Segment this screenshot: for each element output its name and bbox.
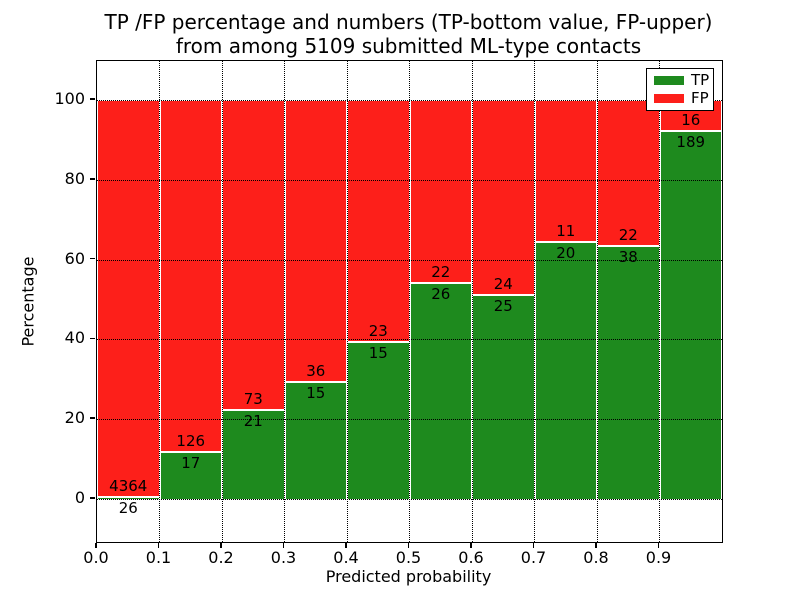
legend: TP FP <box>646 68 714 111</box>
bars-layer <box>97 61 722 542</box>
x-tick-label-0.2: 0.2 <box>208 548 234 567</box>
x-tick-label-0.1: 0.1 <box>145 548 172 567</box>
y-tick-label-100: 100 <box>54 89 85 108</box>
x-tick-mark-0.7 <box>532 542 535 548</box>
x-tick-mark-0.0 <box>95 542 97 548</box>
x-tick-mark-0.1 <box>157 542 160 548</box>
gridline-x-0.2 <box>221 61 223 542</box>
gridline-x-0.1 <box>159 61 160 542</box>
legend-label-tp: TP <box>691 71 710 89</box>
gridline-x-0.8 <box>596 61 598 542</box>
y-tick-label-40: 40 <box>64 328 85 348</box>
x-tick-label-0.3: 0.3 <box>270 548 297 567</box>
tp-count-label-bin5: 26 <box>431 284 451 303</box>
x-tick-label-0.0: 0.0 <box>83 548 109 567</box>
bar-segment-fp-bin0 <box>97 100 160 497</box>
y-tick-label-80: 80 <box>64 168 85 188</box>
fp-count-label-bin8: 22 <box>618 226 638 245</box>
chart-title-line2: from among 5109 submitted ML-type contac… <box>175 34 642 58</box>
fp-count-label-bin5: 22 <box>431 262 451 281</box>
y-tick-mark-100 <box>89 98 95 100</box>
y-tick-label-0: 0 <box>74 488 85 507</box>
fp-count-label-bin7: 11 <box>556 221 576 240</box>
x-axis-label: Predicted probability <box>325 567 492 586</box>
x-tick-mark-0.9 <box>657 542 660 548</box>
legend-swatch-tp <box>654 76 684 85</box>
bar-segment-tp-bin9 <box>659 131 722 499</box>
tp-count-label-bin4: 15 <box>368 343 388 362</box>
x-tick-mark-0.3 <box>282 542 285 548</box>
x-tick-mark-0.8 <box>595 542 597 548</box>
chart-title-line1: TP /FP percentage and numbers (TP-bottom… <box>104 10 713 34</box>
x-tick-label-0.9: 0.9 <box>645 548 672 567</box>
y-tick-label-60: 60 <box>64 248 85 268</box>
y-tick-mark-60 <box>89 257 95 260</box>
legend-item-fp: FP <box>647 91 713 106</box>
tp-count-label-bin7: 20 <box>556 243 576 262</box>
bar-segment-tp-bin6 <box>472 295 535 499</box>
x-tick-mark-0.2 <box>220 542 222 548</box>
gridline-x-0.4 <box>346 61 348 542</box>
bar-segment-tp-bin4 <box>347 341 410 499</box>
tp-count-label-bin2: 21 <box>243 411 263 430</box>
bar-segment-tp-bin1 <box>159 451 222 499</box>
fp-count-label-bin0: 4364 <box>109 476 148 495</box>
grid-layer <box>97 61 722 542</box>
bar-segment-fp-bin5 <box>409 100 472 283</box>
gridline-x-0.7 <box>534 61 535 542</box>
x-tick-label-0.8: 0.8 <box>583 548 609 567</box>
y-tick-label-20: 20 <box>64 408 85 428</box>
legend-item-tp: TP <box>647 73 713 88</box>
tp-count-label-bin8: 38 <box>618 248 638 267</box>
tp-count-label-bin9: 189 <box>676 133 706 152</box>
y-tick-mark-80 <box>89 178 95 180</box>
y-tick-mark-40 <box>89 337 95 340</box>
x-tick-label-0.5: 0.5 <box>395 548 422 567</box>
tp-count-label-bin1: 17 <box>181 453 201 472</box>
tp-count-label-bin3: 15 <box>306 383 326 402</box>
bar-segment-tp-bin8 <box>597 246 660 499</box>
x-tick-label-0.6: 0.6 <box>458 548 484 567</box>
chart-title: TP /FP percentage and numbers (TP-bottom… <box>96 10 721 58</box>
tp-count-label-bin6: 25 <box>493 297 513 316</box>
gridline-x-0.6 <box>471 61 473 542</box>
legend-label-fp: FP <box>691 89 709 107</box>
legend-swatch-fp <box>654 94 684 103</box>
x-tick-label-0.7: 0.7 <box>520 548 547 567</box>
x-tick-mark-0.6 <box>470 542 472 548</box>
fp-count-label-bin4: 23 <box>368 321 388 340</box>
gridline-x-0.5 <box>409 61 410 542</box>
tp-count-label-bin0: 26 <box>118 498 138 517</box>
fp-count-label-bin6: 24 <box>493 275 513 294</box>
fp-count-label-bin3: 36 <box>306 361 326 380</box>
fp-count-label-bin2: 73 <box>243 389 263 408</box>
plot-area: 4364 26 126 17 73 21 36 15 23 15 22 26 24 25 11 20 22 38 1… <box>96 60 723 543</box>
fp-count-label-bin9: 16 <box>681 111 701 130</box>
x-tick-label-0.4: 0.4 <box>333 548 359 567</box>
bar-segment-fp-bin6 <box>472 100 535 296</box>
x-tick-mark-0.5 <box>407 542 410 548</box>
bar-value-labels-layer: 4364 26 126 17 73 21 36 15 23 15 22 26 24 25 11 20 22 38 1… <box>97 61 722 542</box>
y-tick-mark-0 <box>89 497 95 499</box>
fp-count-label-bin1: 126 <box>176 431 206 450</box>
gridline-x-0.9 <box>659 61 660 542</box>
y-axis-label: Percentage <box>18 256 38 347</box>
x-tick-mark-0.4 <box>345 542 347 548</box>
y-tick-mark-20 <box>89 417 95 419</box>
gridline-x-0.3 <box>284 61 285 542</box>
